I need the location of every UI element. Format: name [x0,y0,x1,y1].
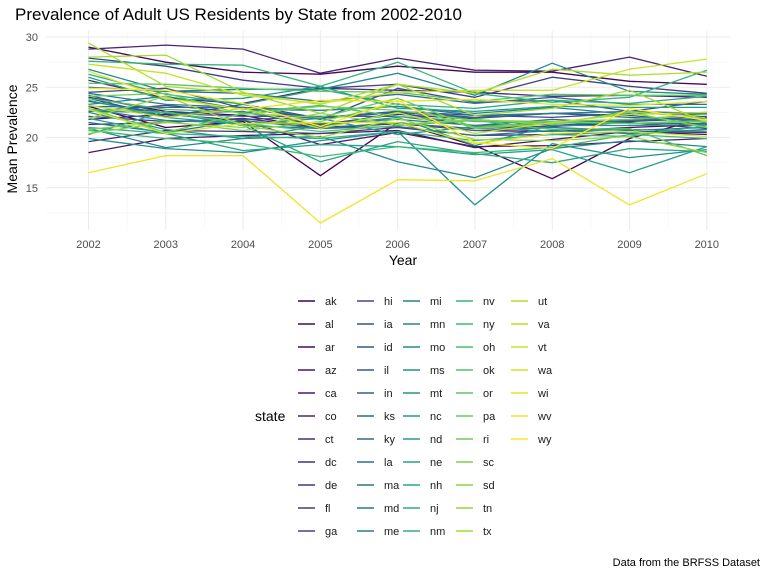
legend-label-il: il [384,365,389,377]
x-tick-label: 2010 [695,239,719,251]
legend-title: state [255,408,286,424]
legend-label-ma: ma [384,480,400,492]
series-line-az [88,129,707,154]
legend-label-wi: wi [537,388,548,400]
legend: ak al ar az ca co ct dc de fl ga hi ia id il in ks ky la ma… [298,296,553,538]
legend-label-in: in [384,388,393,400]
legend-label-ak: ak [325,296,337,308]
x-tick-label: 2005 [308,239,332,251]
legend-label-ky: ky [384,434,396,446]
series-line-ut [88,42,707,106]
series-line-sd [88,110,707,135]
series-line-nc [88,99,707,136]
legend-label-va: va [538,319,551,331]
legend-label-dc: dc [325,457,337,469]
legend-label-nv: nv [483,296,495,308]
series-line-ok [88,108,708,157]
series-line-pa [88,97,707,134]
legend-label-ri: ri [483,434,489,446]
series-line-vt [88,58,707,105]
legend-label-ca: ca [325,388,338,400]
legend-label-pa: pa [483,411,496,423]
y-tick-label: 15 [26,183,38,195]
legend-label-ct: ct [325,434,334,446]
legend-label-sd: sd [483,480,495,492]
legend-label-mo: mo [430,342,445,354]
legend-label-ia: ia [384,319,393,331]
series-line-ny [88,129,707,158]
legend-label-vt: vt [538,342,547,354]
legend-label-or: or [483,388,493,400]
series-line-nv [88,60,708,104]
legend-label-ar: ar [325,342,335,354]
series-line-nd [88,76,707,113]
legend-label-wy: wy [537,434,552,446]
series-line-nj [88,73,707,110]
x-tick-label: 2007 [463,239,487,251]
legend-label-mi: mi [430,296,442,308]
x-tick-label: 2008 [540,239,564,251]
legend-label-ut: ut [538,296,547,308]
legend-label-mt: mt [430,388,442,400]
legend-label-la: la [384,457,393,469]
legend-label-tx: tx [483,526,492,538]
chart-caption: Data from the BRFSS Dataset [613,557,760,569]
legend-label-sc: sc [483,457,495,469]
legend-label-ny: ny [483,319,495,331]
series-line-tn [88,95,707,154]
legend-label-nd: nd [430,434,442,446]
series-line-mn [88,62,707,96]
x-tick-label: 2009 [617,239,641,251]
legend-label-nm: nm [430,526,445,538]
y-tick-labels: 15 20 25 30 [26,32,38,195]
series-line-mt [88,111,707,147]
series-line-mo [88,127,707,179]
series-line-nm [88,124,707,142]
legend-label-hi: hi [384,296,393,308]
series-line-al [88,46,707,85]
series-line-wv [88,154,708,224]
x-tick-label: 2002 [76,239,100,251]
legend-label-co: co [325,411,337,423]
y-tick-label: 30 [26,32,38,44]
x-tick-labels: 2002 2003 2004 2005 2006 2007 2008 2009 2010 [76,239,719,251]
legend-label-ok: ok [483,365,495,377]
x-tick-label: 2003 [154,239,178,251]
series-line-va [88,104,707,135]
legend-label-id: id [384,342,393,354]
x-axis-title: Year [389,252,418,268]
y-tick-label: 20 [26,133,38,145]
legend-label-ga: ga [325,526,338,538]
y-axis-title: Mean Prevalence [4,84,20,193]
series-line-wi [88,70,707,111]
legend-label-wv: wv [537,411,552,423]
legend-label-al: al [325,319,334,331]
legend-label-wa: wa [537,365,553,377]
legend-label-mn: mn [430,319,445,331]
chart-title: Prevalence of Adult US Residents by Stat… [15,5,462,24]
legend-label-az: az [325,365,337,377]
x-tick-label: 2004 [231,239,255,251]
legend-label-tn: tn [483,503,492,515]
series-line-wa [88,108,707,145]
y-tick-label: 25 [26,82,38,94]
legend-label-ne: ne [430,457,442,469]
legend-label-me: me [384,526,399,538]
series-line-wy [88,87,707,150]
legend-label-de: de [325,480,337,492]
legend-label-ks: ks [384,411,396,423]
legend-label-fl: fl [325,503,331,515]
legend-label-md: md [384,503,399,515]
legend-label-oh: oh [483,342,495,354]
series-line-co [88,44,707,77]
legend-label-nc: nc [430,411,442,423]
x-tick-label: 2006 [385,239,409,251]
legend-label-ms: ms [430,365,445,377]
legend-label-nj: nj [430,503,439,515]
series-lines [88,42,708,224]
series-line-ri [88,92,707,125]
legend-label-nh: nh [430,480,442,492]
